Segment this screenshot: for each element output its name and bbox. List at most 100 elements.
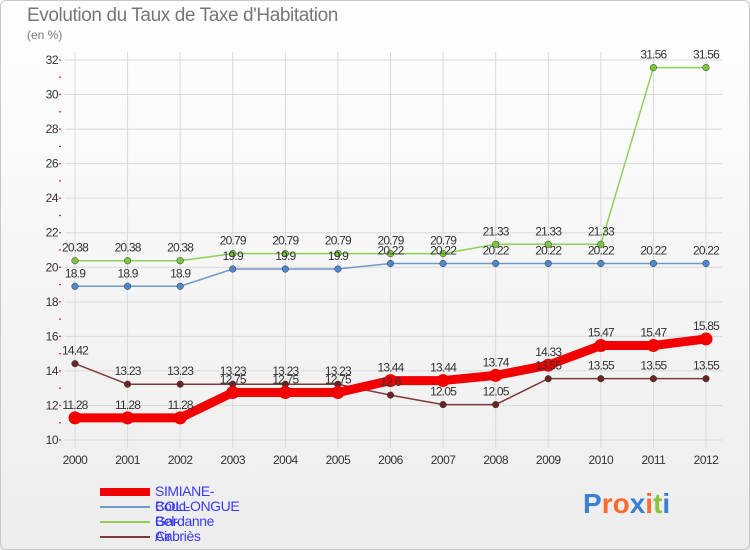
data-label-simiane-collongue: 15.85 bbox=[693, 319, 720, 333]
data-point-bouc-bel-air bbox=[492, 259, 500, 268]
data-point-simiane-collongue bbox=[68, 411, 82, 425]
data-point-gardanne bbox=[492, 240, 500, 248]
data-point-simiane-collongue bbox=[436, 374, 450, 388]
x-tick-label: 2011 bbox=[642, 453, 667, 467]
legend-label: Gardanne bbox=[155, 513, 215, 529]
data-label-gardanne: 21.33 bbox=[535, 224, 562, 238]
data-label-simiane-collongue: 13.44 bbox=[377, 361, 404, 375]
data-point-cabri-s bbox=[702, 375, 710, 383]
data-label-cabri-s: 13.23 bbox=[220, 364, 247, 378]
data-point-gardanne bbox=[702, 64, 710, 72]
data-point-bouc-bel-air bbox=[71, 282, 79, 290]
data-label-bouc-bel-air: 18.9 bbox=[65, 266, 86, 280]
data-point-bouc-bel-air bbox=[229, 265, 237, 273]
data-label-bouc-bel-air: 20.22 bbox=[588, 243, 615, 257]
y-tick-label: 28 bbox=[46, 122, 59, 136]
x-tick-label: 2000 bbox=[63, 453, 89, 467]
data-label-gardanne: 20.79 bbox=[377, 234, 404, 248]
data-label-bouc-bel-air: 20.22 bbox=[377, 243, 404, 257]
data-point-bouc-bel-air bbox=[281, 265, 289, 273]
y-tick-label: 30 bbox=[46, 88, 59, 102]
legend-label: Cabriès bbox=[155, 528, 201, 544]
y-tick-label: 12 bbox=[46, 398, 59, 412]
data-label-cabri-s: 13.23 bbox=[272, 364, 299, 378]
data-point-gardanne bbox=[71, 257, 79, 265]
data-point-bouc-bel-air bbox=[439, 259, 447, 268]
x-tick-label: 2003 bbox=[220, 453, 246, 467]
data-point-gardanne bbox=[544, 240, 552, 248]
y-tick-label: 22 bbox=[46, 226, 59, 240]
data-label-bouc-bel-air: 20.22 bbox=[430, 243, 457, 257]
legend-swatch bbox=[100, 506, 150, 508]
data-point-gardanne bbox=[597, 240, 605, 248]
data-point-bouc-bel-air bbox=[702, 259, 710, 268]
data-label-bouc-bel-air: 20.22 bbox=[693, 243, 720, 257]
x-tick-label: 2001 bbox=[115, 453, 141, 467]
data-point-bouc-bel-air bbox=[176, 282, 184, 290]
data-label-gardanne: 20.79 bbox=[220, 234, 247, 248]
data-label-cabri-s: 13.55 bbox=[693, 359, 720, 373]
x-tick-label: 2006 bbox=[378, 453, 404, 467]
y-tick-label: 10 bbox=[46, 433, 59, 447]
data-point-simiane-collongue bbox=[384, 374, 397, 388]
data-point-bouc-bel-air bbox=[386, 259, 395, 268]
data-label-simiane-collongue: 11.28 bbox=[115, 398, 141, 412]
data-label-gardanne: 21.33 bbox=[483, 224, 510, 238]
data-label-bouc-bel-air: 19.9 bbox=[223, 249, 244, 263]
data-point-simiane-collongue bbox=[278, 386, 292, 399]
data-label-gardanne: 20.79 bbox=[430, 234, 457, 248]
data-label-gardanne: 20.38 bbox=[115, 241, 142, 255]
x-tick-label: 2009 bbox=[536, 453, 562, 467]
data-label-gardanne: 20.38 bbox=[62, 241, 89, 255]
data-point-simiane-collongue bbox=[646, 339, 660, 353]
data-label-cabri-s: 12.6 bbox=[380, 375, 401, 389]
data-label-bouc-bel-air: 18.9 bbox=[170, 266, 191, 280]
data-point-simiane-collongue bbox=[331, 386, 345, 399]
data-label-simiane-collongue: 13.44 bbox=[430, 361, 457, 375]
data-point-cabri-s bbox=[124, 380, 132, 388]
x-tick-label: 2007 bbox=[431, 453, 457, 467]
data-point-simiane-collongue bbox=[489, 368, 503, 382]
x-tick-label: 2002 bbox=[168, 453, 194, 467]
legend-label: Bouc-Bel-Air bbox=[155, 498, 190, 544]
x-tick-label: 2008 bbox=[483, 453, 509, 467]
data-point-cabri-s bbox=[71, 360, 79, 368]
x-tick-label: 2010 bbox=[588, 453, 614, 467]
data-label-gardanne: 20.79 bbox=[272, 234, 299, 248]
data-label-gardanne: 20.38 bbox=[167, 241, 194, 255]
legend-label: SIMIANE-COLLONGUE bbox=[155, 483, 240, 514]
data-label-simiane-collongue: 13.74 bbox=[483, 355, 510, 369]
data-point-gardanne bbox=[386, 250, 395, 258]
data-point-gardanne bbox=[229, 250, 237, 258]
data-label-bouc-bel-air: 19.9 bbox=[328, 249, 349, 263]
chart-title: Evolution du Taux de Taxe d'Habitation bbox=[27, 5, 338, 26]
data-label-simiane-collongue: 14.33 bbox=[535, 345, 562, 359]
data-point-cabri-s bbox=[386, 391, 395, 399]
data-label-simiane-collongue: 15.47 bbox=[640, 326, 667, 340]
data-point-cabri-s bbox=[176, 380, 184, 388]
data-point-bouc-bel-air bbox=[124, 282, 132, 290]
data-label-gardanne: 20.79 bbox=[325, 234, 352, 248]
data-label-cabri-s: 13.55 bbox=[588, 359, 615, 373]
data-point-simiane-collongue bbox=[173, 411, 187, 425]
data-label-simiane-collongue: 12.75 bbox=[325, 373, 352, 387]
data-point-cabri-s bbox=[544, 375, 552, 383]
legend-swatch bbox=[100, 536, 150, 538]
data-point-cabri-s bbox=[492, 401, 500, 409]
data-label-cabri-s: 13.23 bbox=[167, 364, 194, 378]
data-label-bouc-bel-air: 20.22 bbox=[483, 243, 510, 257]
y-tick-label: 32 bbox=[46, 53, 59, 67]
y-tick-label: 18 bbox=[46, 295, 59, 309]
data-point-simiane-collongue bbox=[121, 411, 135, 425]
data-point-gardanne bbox=[334, 250, 342, 258]
data-label-gardanne: 31.56 bbox=[693, 48, 720, 62]
data-label-cabri-s: 13.55 bbox=[640, 359, 667, 373]
y-unit-label: (en %) bbox=[27, 28, 63, 42]
data-point-gardanne bbox=[439, 250, 447, 258]
data-point-cabri-s bbox=[439, 401, 447, 409]
data-label-cabri-s: 12.05 bbox=[430, 385, 457, 399]
data-label-gardanne: 21.33 bbox=[588, 224, 615, 238]
data-point-bouc-bel-air bbox=[544, 259, 552, 268]
data-point-bouc-bel-air bbox=[334, 265, 342, 273]
